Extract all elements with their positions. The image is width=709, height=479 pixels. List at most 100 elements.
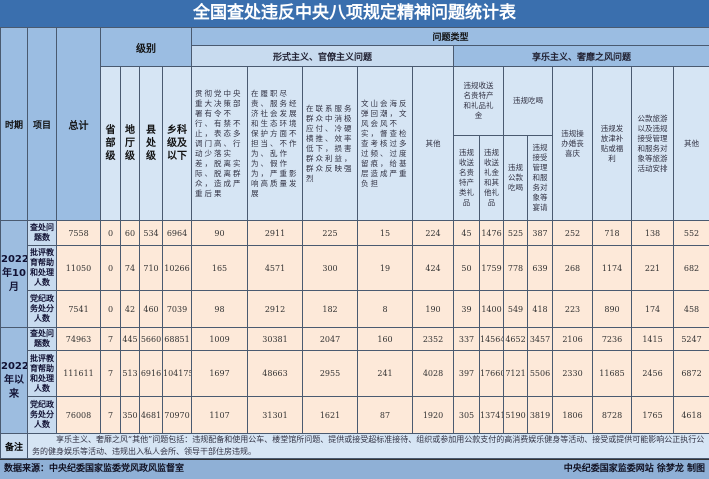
formalism-col-1: 贯彻党中央重大决策部署有令不行、有禁不止，表态多调门高、行动少落实差，脱离实际、… bbox=[192, 67, 248, 221]
value-cell: 90 bbox=[192, 221, 248, 246]
value-cell: 50 bbox=[454, 246, 480, 291]
value-cell: 174 bbox=[632, 291, 674, 328]
value-cell: 460 bbox=[140, 291, 163, 328]
dining-sub-1: 违规公款吃喝 bbox=[504, 136, 528, 221]
dining-header: 违规吃喝 bbox=[504, 67, 553, 136]
level-county: 县处级 bbox=[140, 67, 163, 221]
value-cell: 2352 bbox=[413, 328, 454, 351]
note-label: 备注 bbox=[1, 434, 28, 459]
value-cell: 2955 bbox=[303, 351, 358, 397]
value-cell: 7236 bbox=[593, 328, 632, 351]
value-cell: 7558 bbox=[57, 221, 101, 246]
period-label: 2022年以来 bbox=[1, 328, 28, 434]
value-cell: 11050 bbox=[57, 246, 101, 291]
value-cell: 305 bbox=[454, 397, 480, 434]
value-cell: 5506 bbox=[528, 351, 553, 397]
value-cell: 1009 bbox=[192, 328, 248, 351]
value-cell: 6872 bbox=[674, 351, 709, 397]
value-cell: 445 bbox=[121, 328, 140, 351]
value-cell: 7 bbox=[101, 351, 121, 397]
item-label: 党纪政务处分人数 bbox=[28, 397, 57, 434]
value-cell: 104175 bbox=[163, 351, 192, 397]
value-cell: 252 bbox=[553, 221, 593, 246]
value-cell: 10266 bbox=[163, 246, 192, 291]
value-cell: 14564 bbox=[480, 328, 504, 351]
value-cell: 7 bbox=[101, 328, 121, 351]
hedonism-col-weddings: 违规操办婚丧喜庆 bbox=[553, 67, 593, 221]
value-cell: 76008 bbox=[57, 397, 101, 434]
value-cell: 48663 bbox=[248, 351, 303, 397]
value-cell: 31301 bbox=[248, 397, 303, 434]
value-cell: 0 bbox=[101, 291, 121, 328]
value-cell: 4652 bbox=[504, 328, 528, 351]
total-header: 总计 bbox=[57, 28, 101, 221]
hedonism-col-other: 其他 bbox=[674, 67, 709, 221]
value-cell: 890 bbox=[593, 291, 632, 328]
page-title: 全国查处违反中央八项规定精神问题统计表 bbox=[0, 0, 709, 27]
formalism-col-3: 在联系服务群众中消极应付、冷硬横推、效率低下，损害群众利益，群众反映强烈 bbox=[303, 67, 358, 221]
value-cell: 2911 bbox=[248, 221, 303, 246]
value-cell: 5660 bbox=[140, 328, 163, 351]
value-cell: 98 bbox=[192, 291, 248, 328]
value-cell: 268 bbox=[553, 246, 593, 291]
value-cell: 0 bbox=[101, 221, 121, 246]
value-cell: 42 bbox=[121, 291, 140, 328]
value-cell: 39 bbox=[454, 291, 480, 328]
value-cell: 2106 bbox=[553, 328, 593, 351]
value-cell: 11685 bbox=[593, 351, 632, 397]
footer: 数据来源：中央纪委国家监委党风政风监督室 中央纪委国家监委网站 徐梦龙 制图 bbox=[0, 459, 709, 479]
formalism-header: 形式主义、官僚主义问题 bbox=[192, 46, 454, 67]
item-label: 党纪政务处分人数 bbox=[28, 291, 57, 328]
hedonism-col-subsidies: 违规发放津补贴或福利 bbox=[593, 67, 632, 221]
value-cell: 710 bbox=[140, 246, 163, 291]
value-cell: 8 bbox=[358, 291, 413, 328]
item-header: 项目 bbox=[28, 28, 57, 221]
value-cell: 13741 bbox=[480, 397, 504, 434]
value-cell: 3457 bbox=[528, 328, 553, 351]
value-cell: 300 bbox=[303, 246, 358, 291]
hedonism-col-travel: 公款旅游以及违规接受管理和服务对象等旅游活动安排 bbox=[632, 67, 674, 221]
credit: 中央纪委国家监委网站 徐梦龙 制图 bbox=[564, 460, 705, 479]
statistics-table: 时期 项目 总计 级别 问题类型 形式主义、官僚主义问题 享乐主义、奢靡之风问题… bbox=[0, 27, 709, 459]
value-cell: 221 bbox=[632, 246, 674, 291]
value-cell: 74963 bbox=[57, 328, 101, 351]
value-cell: 8728 bbox=[593, 397, 632, 434]
problem-type-header: 问题类型 bbox=[192, 28, 709, 46]
formalism-col-2: 在履职尽责、服务经济社会发展和生态环境保护方面不担当、不作为、乱作为、假作为，严… bbox=[248, 67, 303, 221]
value-cell: 7541 bbox=[57, 291, 101, 328]
period-header: 时期 bbox=[1, 28, 28, 221]
level-prefecture: 地厅级 bbox=[121, 67, 140, 221]
value-cell: 160 bbox=[358, 328, 413, 351]
value-cell: 190 bbox=[413, 291, 454, 328]
formalism-col-4: 文山会海反弹回潮，文风会风不实，督查检查考核过多过频、过度留痕，给基层造成严重负… bbox=[358, 67, 413, 221]
value-cell: 224 bbox=[413, 221, 454, 246]
value-cell: 0 bbox=[101, 246, 121, 291]
item-label: 查处问题数 bbox=[28, 221, 57, 246]
value-cell: 6964 bbox=[163, 221, 192, 246]
level-province: 省部级 bbox=[101, 67, 121, 221]
value-cell: 7121 bbox=[504, 351, 528, 397]
value-cell: 5247 bbox=[674, 328, 709, 351]
value-cell: 45 bbox=[454, 221, 480, 246]
item-label: 查处问题数 bbox=[28, 328, 57, 351]
value-cell: 4571 bbox=[248, 246, 303, 291]
value-cell: 7 bbox=[101, 397, 121, 434]
value-cell: 70970 bbox=[163, 397, 192, 434]
value-cell: 138 bbox=[632, 221, 674, 246]
value-cell: 241 bbox=[358, 351, 413, 397]
value-cell: 165 bbox=[192, 246, 248, 291]
value-cell: 525 bbox=[504, 221, 528, 246]
value-cell: 1415 bbox=[632, 328, 674, 351]
value-cell: 1621 bbox=[303, 397, 358, 434]
value-cell: 111611 bbox=[57, 351, 101, 397]
value-cell: 17660 bbox=[480, 351, 504, 397]
value-cell: 552 bbox=[674, 221, 709, 246]
value-cell: 3819 bbox=[528, 397, 553, 434]
value-cell: 19 bbox=[358, 246, 413, 291]
gifts-sub-2: 违规收送礼金和其他礼品 bbox=[480, 136, 504, 221]
